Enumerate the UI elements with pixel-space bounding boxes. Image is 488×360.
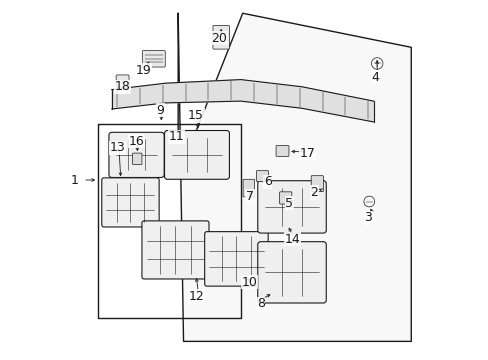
Text: 3: 3 [364,211,371,224]
FancyBboxPatch shape [310,176,323,192]
Text: 16: 16 [128,135,144,148]
Text: 17: 17 [299,147,315,159]
Text: 20: 20 [211,32,227,45]
FancyBboxPatch shape [204,231,267,286]
Text: 12: 12 [188,290,203,303]
Text: 6: 6 [264,175,271,188]
Text: 9: 9 [156,104,164,117]
Text: 7: 7 [245,190,253,203]
FancyBboxPatch shape [142,50,165,67]
FancyBboxPatch shape [116,75,129,87]
FancyBboxPatch shape [243,179,254,197]
Text: 18: 18 [114,80,130,93]
Text: 4: 4 [371,71,379,84]
Text: 11: 11 [168,130,184,144]
Text: 2: 2 [310,186,318,199]
FancyBboxPatch shape [279,192,291,204]
FancyBboxPatch shape [256,171,268,181]
FancyBboxPatch shape [257,181,325,233]
FancyBboxPatch shape [276,145,288,156]
Text: 10: 10 [242,276,257,289]
Text: 5: 5 [285,197,293,210]
FancyBboxPatch shape [132,153,142,165]
Text: 13: 13 [109,141,125,154]
FancyBboxPatch shape [109,132,164,177]
Polygon shape [178,13,410,341]
Text: 19: 19 [135,64,151,77]
FancyBboxPatch shape [257,242,325,303]
Text: 15: 15 [188,109,203,122]
FancyBboxPatch shape [142,221,208,279]
FancyBboxPatch shape [212,26,229,49]
Text: 14: 14 [285,233,300,246]
Text: 1: 1 [70,174,78,186]
FancyBboxPatch shape [102,178,159,227]
Text: 8: 8 [256,297,264,310]
Polygon shape [112,80,373,122]
FancyBboxPatch shape [164,131,229,179]
